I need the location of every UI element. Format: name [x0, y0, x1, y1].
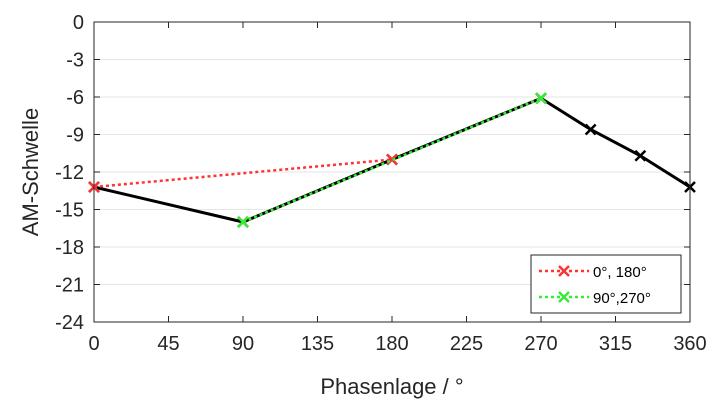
x-tick-label: 360	[673, 333, 706, 355]
y-tick-label: -3	[66, 50, 84, 72]
data-point-marker	[584, 123, 597, 136]
y-tick-label: 0	[73, 12, 84, 34]
y-tick-label: -12	[55, 162, 84, 184]
y-tick-label: -18	[55, 237, 84, 259]
series-line	[93, 158, 393, 189]
x-tick-label: 225	[450, 333, 483, 355]
x-tick-label: 45	[157, 333, 179, 355]
series-1	[88, 153, 398, 193]
data-point-marker	[237, 216, 249, 228]
x-tick-label: 270	[524, 333, 557, 355]
x-axis-label: Phasenlage / °	[320, 374, 463, 399]
x-tick-label: 0	[88, 333, 99, 355]
y-tick-label: -15	[55, 200, 84, 222]
data-point-marker	[535, 92, 547, 105]
y-tick-label: -24	[55, 312, 84, 334]
data-point-marker	[558, 291, 570, 303]
x-tick-label: 90	[232, 333, 254, 355]
y-tick-label: -21	[55, 275, 84, 297]
y-tick-label: -6	[66, 87, 84, 109]
x-tick-label: 135	[301, 333, 334, 355]
legend-box	[530, 254, 682, 314]
data-point-marker	[558, 265, 570, 277]
series-layer	[88, 92, 696, 228]
ticks: 0-3-6-9-12-15-18-21-240 45 90 135 180 225 270 3…	[55, 12, 707, 355]
legend-item: 0°, 180°	[539, 264, 647, 281]
legend: 0°, 180° 90°,270°	[530, 254, 682, 314]
legend-item: 90°,270°	[539, 290, 651, 307]
x-tick-label: 315	[599, 333, 632, 355]
x-tick-label: 180	[375, 333, 408, 355]
series-2	[237, 92, 547, 228]
y-tick-label: -9	[66, 125, 84, 147]
data-point-marker	[634, 149, 647, 162]
legend-label: 0°, 180°	[593, 264, 647, 281]
legend-label: 90°,270°	[593, 290, 651, 307]
y-axis-label: AM-Schwelle	[18, 108, 43, 236]
